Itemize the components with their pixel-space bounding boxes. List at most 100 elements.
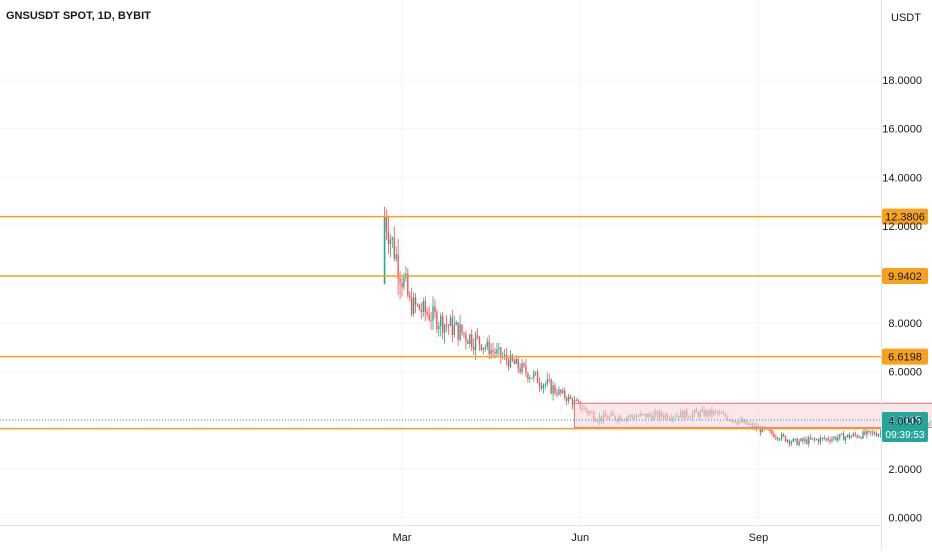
range-box (573, 402, 932, 429)
candle-body (550, 379, 552, 394)
range-box-layer (0, 402, 932, 429)
candle-body (416, 304, 419, 306)
price-tick-label: 0.0000 (888, 513, 922, 525)
candle-body (457, 322, 459, 340)
candle-body (540, 385, 543, 389)
candle-body (507, 360, 510, 368)
candle-body (523, 363, 525, 366)
candle-body (525, 365, 527, 373)
candle-body (759, 427, 762, 433)
candle-body (397, 254, 399, 279)
candle-body (811, 438, 814, 440)
price-tick-label: 18.0000 (882, 75, 922, 87)
candle-body (490, 349, 492, 355)
last-price-text: 4.0115 (889, 415, 922, 427)
candle-body (780, 434, 783, 440)
candle-body (534, 371, 537, 374)
candle-body (391, 237, 394, 240)
candle-body (467, 340, 469, 345)
candle-body (819, 437, 822, 443)
candle-body (465, 334, 467, 341)
time-axis-labels: MarJunSep2024AprJulOct2025 (393, 532, 769, 544)
candle-body (412, 297, 415, 314)
candle-body (505, 354, 508, 361)
candle-body (825, 438, 827, 440)
candle-body (393, 237, 395, 259)
candle-body (441, 315, 444, 333)
candle-body (562, 390, 564, 393)
candle-body (870, 431, 872, 433)
candle-body (866, 430, 868, 435)
candle-body (418, 304, 421, 311)
candle-body (817, 439, 820, 443)
candle-body (552, 385, 554, 394)
candle-body (564, 390, 566, 398)
candle-body (846, 434, 849, 437)
currency-label[interactable]: USDT (891, 12, 921, 24)
candle-body (856, 435, 858, 438)
candle-body (521, 363, 523, 372)
candle-body (848, 434, 851, 438)
candle-body (854, 433, 856, 436)
candle-body (498, 347, 500, 350)
candle-body (451, 317, 454, 335)
candle-body (577, 400, 579, 402)
candle-body (835, 437, 837, 441)
candle-body (474, 335, 477, 351)
level-price-tag (882, 208, 928, 225)
candle-body (461, 324, 463, 333)
candle-body (852, 433, 855, 437)
candle-body (533, 373, 535, 378)
candle-body (542, 384, 545, 389)
candle-body (469, 334, 471, 345)
candle-body (486, 341, 488, 348)
symbol-title[interactable]: GNSUSDT SPOT, 1D, BYBIT (6, 10, 151, 22)
candle-body (494, 351, 496, 354)
price-tick-label: 6.0000 (888, 367, 922, 379)
candle-body (389, 239, 392, 244)
candle-body (531, 377, 533, 379)
candle-body (436, 312, 438, 330)
candle-body (571, 398, 574, 405)
candle-body (837, 437, 839, 441)
candle-body (438, 326, 440, 330)
candle-body (800, 438, 802, 442)
candle-body (862, 431, 864, 439)
candle-body (804, 439, 806, 442)
candle-body (840, 433, 843, 435)
candle-body (387, 231, 390, 244)
level-price-text: 12.3806 (885, 212, 925, 224)
candle-body (831, 438, 833, 442)
candle-body (798, 441, 800, 446)
candle-body (877, 434, 880, 437)
candle-body (420, 310, 423, 313)
candle-body (488, 341, 490, 355)
candle-body (810, 437, 812, 440)
level-price-tag (882, 348, 928, 365)
candle-body (496, 349, 498, 354)
candle-body (410, 297, 413, 314)
candle-body (821, 437, 824, 439)
candle-body (459, 324, 461, 340)
price-tick-label: 8.0000 (888, 318, 922, 330)
candle-body (484, 347, 486, 349)
candle-body (565, 397, 568, 402)
candle-body (788, 440, 791, 444)
candle-body (503, 354, 506, 357)
candle-body (833, 437, 835, 439)
candle-body (773, 433, 775, 438)
candle-body (556, 393, 558, 395)
candle-body (864, 431, 866, 435)
candle-body (447, 325, 450, 327)
candle-body (782, 434, 785, 436)
level-price-text: 6.6198 (888, 352, 922, 364)
candle-body (548, 379, 550, 381)
candle-body (455, 322, 457, 325)
candle-body (784, 435, 787, 442)
candle-body (538, 383, 541, 386)
candle-body (482, 347, 485, 350)
candle-body (808, 437, 810, 444)
countdown-text: 09:39:53 (886, 430, 925, 441)
